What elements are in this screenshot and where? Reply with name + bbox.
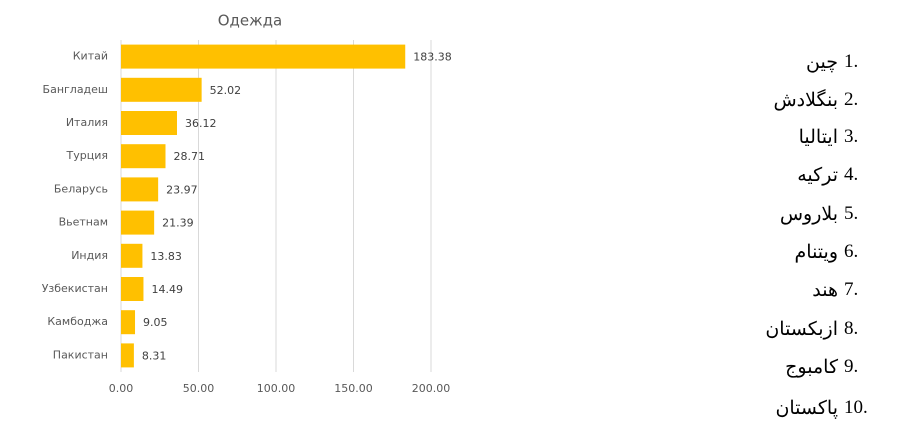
list-label: ویتنام bbox=[794, 241, 838, 263]
list-item: 8. ازبکستان bbox=[765, 317, 870, 341]
y-tick-label: Индия bbox=[71, 249, 108, 262]
list-label: بنگلادش bbox=[773, 89, 838, 111]
bar bbox=[121, 277, 144, 301]
y-tick-label: Италия bbox=[66, 116, 108, 129]
value-label: 36.12 bbox=[185, 117, 217, 130]
y-tick-label: Пакистан bbox=[53, 348, 108, 361]
value-label: 23.97 bbox=[166, 183, 198, 196]
y-tick-label: Камбоджа bbox=[47, 315, 108, 328]
list-item: 4. ترکیه bbox=[797, 163, 870, 187]
list-number: 6. bbox=[844, 241, 859, 262]
list-number: 2. bbox=[844, 89, 859, 110]
bar bbox=[121, 343, 134, 368]
x-tick-label: 0.00 bbox=[109, 382, 134, 395]
list-number: 3. bbox=[844, 126, 859, 147]
list-number: 1. bbox=[844, 51, 859, 72]
value-label: 183.38 bbox=[413, 51, 452, 64]
y-tick-label: Китай bbox=[73, 50, 108, 63]
bar bbox=[121, 77, 202, 102]
bar bbox=[121, 310, 136, 335]
list-number: 7. bbox=[844, 279, 859, 300]
list-number: 4. bbox=[844, 164, 859, 185]
list-label: بلاروس bbox=[779, 203, 838, 225]
y-tick-label: Бангладеш bbox=[43, 83, 108, 96]
chart: Одежда 0.00 50.00 100.00 150.00 200.00 Китай 1… bbox=[42, 12, 452, 396]
value-label: 9.05 bbox=[143, 316, 168, 329]
list-label: هند bbox=[812, 279, 838, 301]
list-item: 6. ویتنام bbox=[795, 240, 870, 264]
bar bbox=[121, 144, 166, 169]
value-label: 52.02 bbox=[210, 84, 242, 97]
list-number: 10. bbox=[844, 397, 868, 418]
list-item: 7. هند bbox=[812, 278, 870, 302]
list-item: 10. پاکستان bbox=[775, 396, 870, 420]
list-label: ترکیه bbox=[797, 164, 838, 186]
x-tick-label: 150.00 bbox=[334, 382, 373, 395]
value-label: 13.83 bbox=[150, 250, 182, 263]
bar bbox=[121, 44, 406, 69]
x-tick-label: 50.00 bbox=[183, 382, 215, 395]
bar bbox=[121, 111, 177, 135]
list-label: کامبوج bbox=[785, 356, 838, 378]
x-tick-label: 100.00 bbox=[257, 382, 296, 395]
value-label: 14.49 bbox=[151, 283, 183, 296]
y-tick-label: Вьетнам bbox=[59, 216, 108, 229]
y-tick-label: Турция bbox=[66, 149, 108, 162]
list-item: 3. ایتالیا bbox=[799, 125, 870, 149]
list-item: 2. بنگلادش bbox=[773, 88, 870, 112]
list-item: 5. بلاروس bbox=[780, 202, 870, 226]
list-item: 1. چین bbox=[806, 50, 870, 74]
list-label: ایتالیا bbox=[798, 126, 838, 148]
value-label: 28.71 bbox=[174, 150, 206, 163]
list-number: 5. bbox=[844, 203, 859, 224]
list-label: چین bbox=[806, 51, 838, 73]
chart-title: Одежда bbox=[218, 12, 282, 30]
value-label: 8.31 bbox=[142, 349, 167, 362]
bar bbox=[121, 177, 159, 202]
list-number: 8. bbox=[844, 318, 859, 339]
list-label: پاکستان bbox=[775, 397, 838, 419]
value-label: 21.39 bbox=[162, 217, 194, 230]
y-tick-label: Узбекистан bbox=[42, 282, 108, 295]
list-number: 9. bbox=[844, 356, 859, 377]
list-item: 9. کامبوج bbox=[785, 355, 870, 379]
bar bbox=[121, 243, 143, 268]
y-tick-label: Беларусь bbox=[54, 182, 108, 195]
bar bbox=[121, 210, 155, 235]
x-tick-label: 200.00 bbox=[412, 382, 451, 395]
list-label: ازبکستان bbox=[765, 318, 838, 340]
